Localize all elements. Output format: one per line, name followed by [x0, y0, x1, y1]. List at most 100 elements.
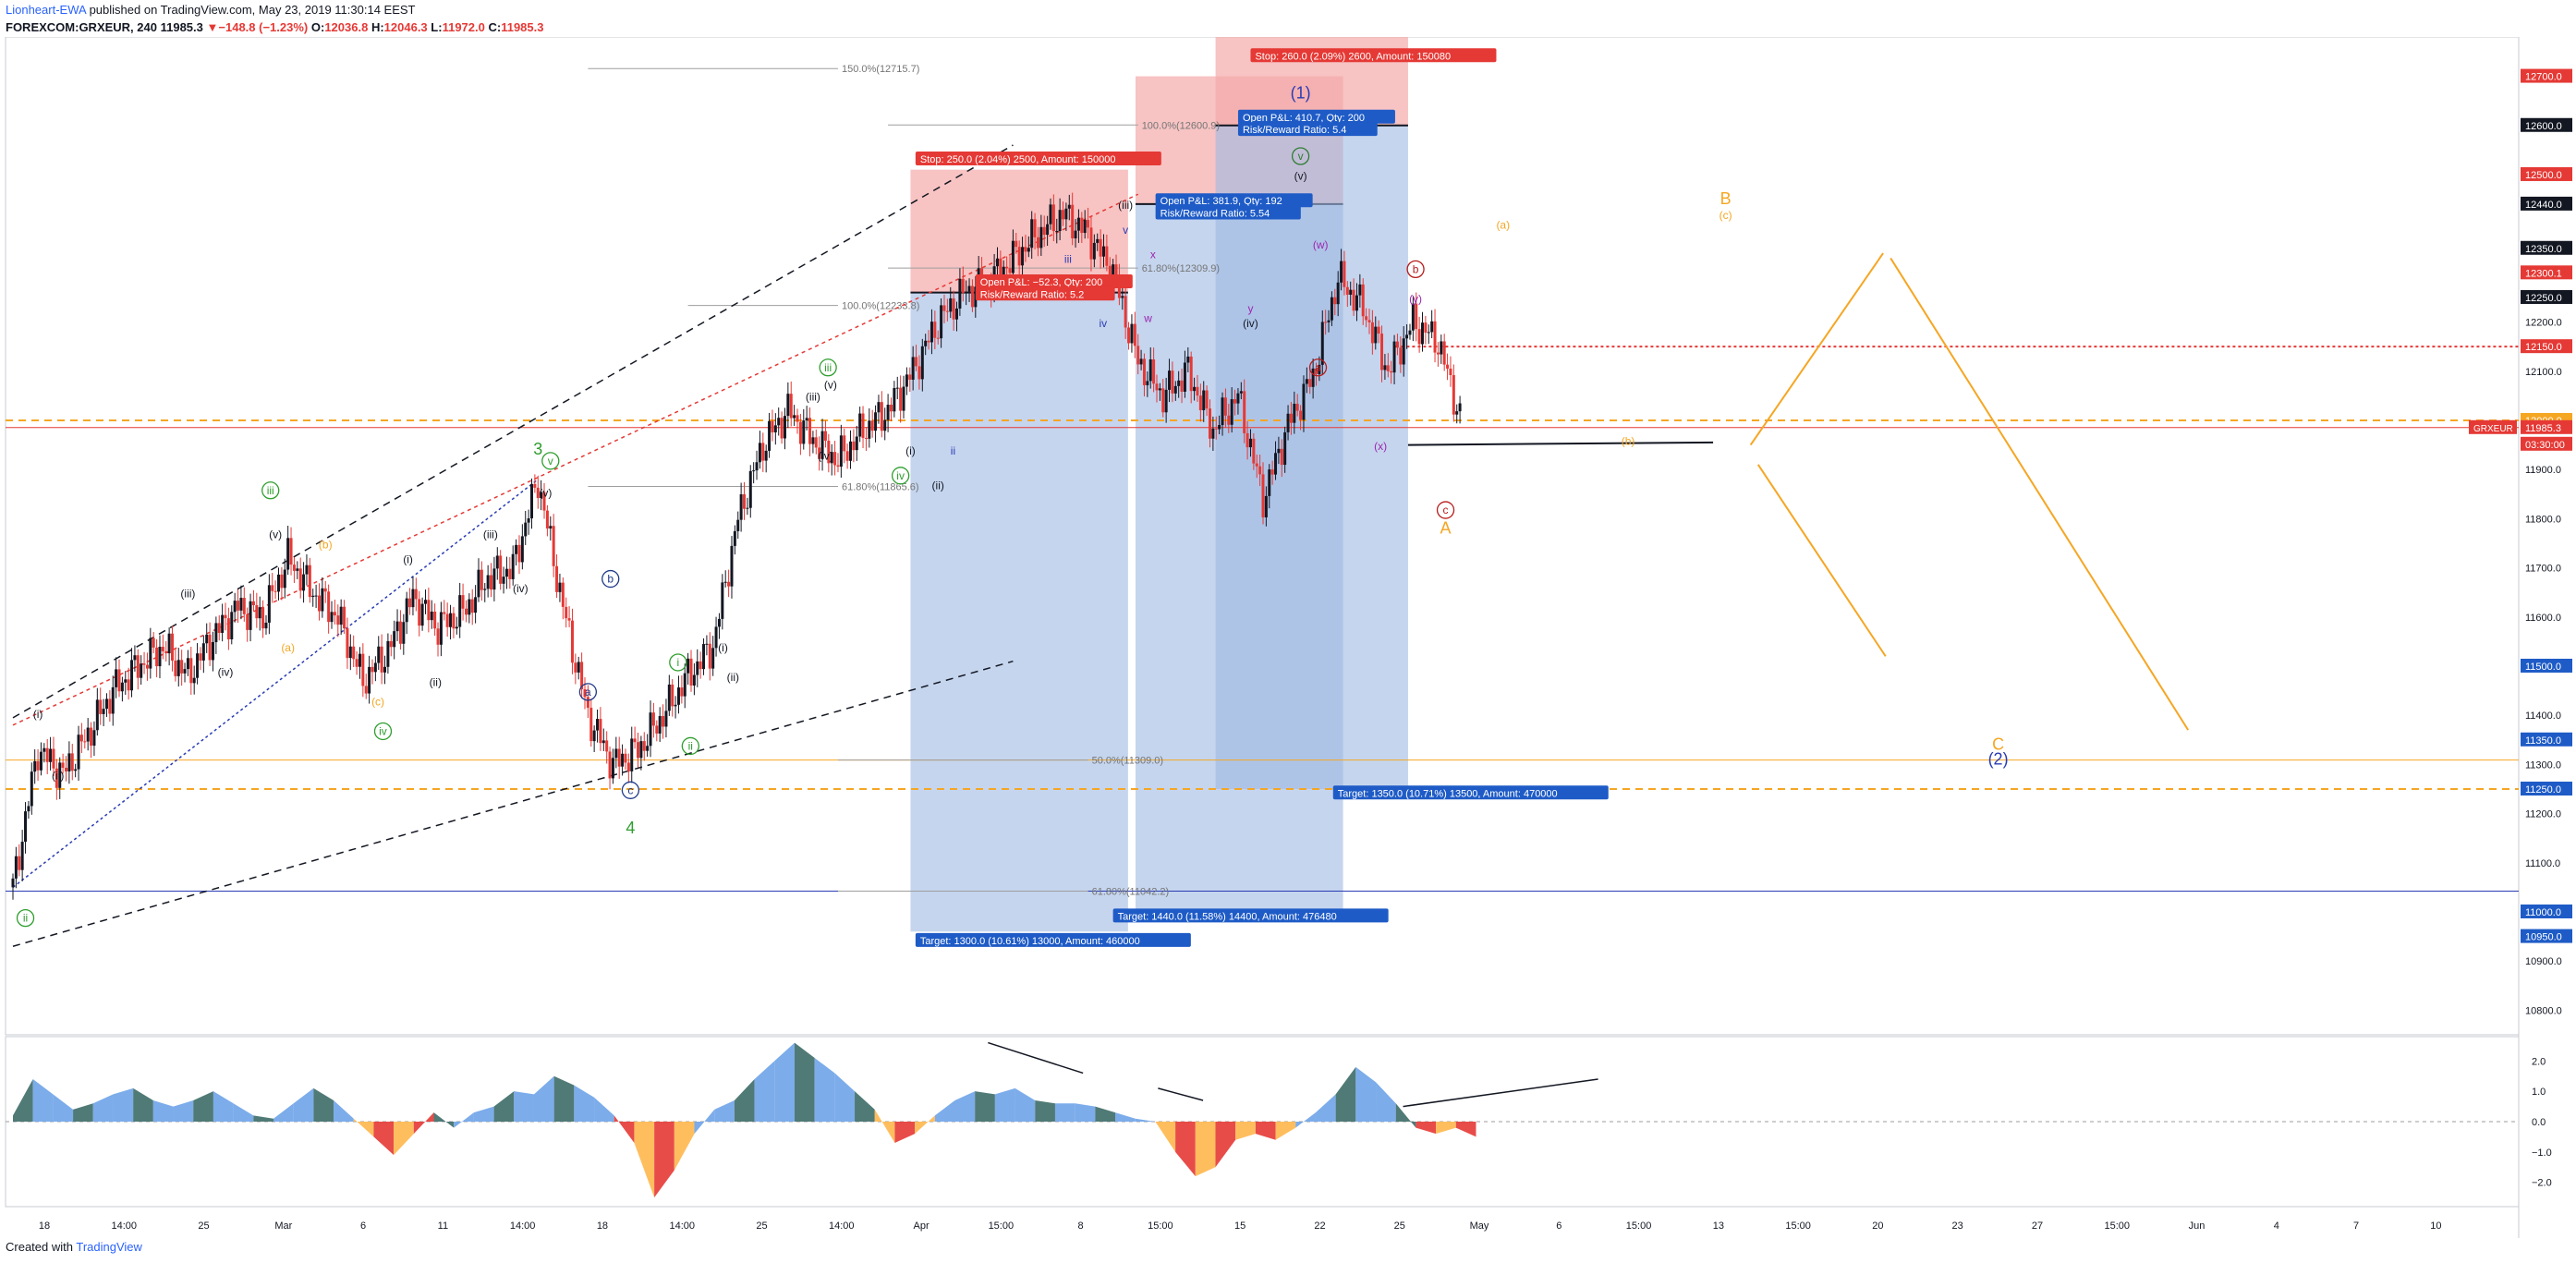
candle-body: [79, 735, 83, 742]
wave-label-52: (a): [1496, 218, 1510, 231]
candle-body: [1127, 327, 1131, 344]
candle-body: [1083, 220, 1087, 234]
oscillator-area: [1135, 1118, 1156, 1122]
candle-body: [752, 470, 756, 472]
price-tag-bg-5: [2521, 265, 2572, 280]
candle-body: [164, 650, 168, 654]
candle-body: [323, 588, 327, 592]
osc-tick-2: 0.0: [2532, 1117, 2546, 1128]
candle-body: [436, 628, 440, 645]
wave-label-27: (v): [824, 378, 837, 391]
candle-body: [221, 614, 225, 633]
wave-label-23: ii: [688, 739, 693, 752]
wave-circle-46: [1308, 358, 1328, 377]
candle-body: [617, 748, 621, 767]
oscillator-area: [413, 1112, 434, 1135]
candle-body: [30, 771, 33, 807]
symbol-tag-bg: [2469, 419, 2517, 434]
candle-body: [662, 716, 665, 727]
wave-label-25: (ii): [727, 671, 739, 684]
price-tick-24: 11000.0: [2525, 907, 2561, 918]
candle-body: [1089, 227, 1093, 260]
oscillator-area: [594, 1097, 614, 1122]
oscillator-area: [1015, 1087, 1036, 1122]
wave-label-18: a: [585, 686, 591, 698]
candle-body: [237, 601, 240, 611]
candle-body: [1196, 386, 1199, 396]
candle-body: [1193, 386, 1197, 392]
publish-header: Lionheart-EWA published on TradingView.c…: [6, 3, 416, 17]
author-link[interactable]: Lionheart-EWA: [6, 3, 86, 17]
candle-body: [689, 658, 693, 686]
candle-body: [1211, 428, 1215, 439]
candle-body: [611, 758, 614, 779]
candle-body: [280, 574, 284, 589]
candle-body: [18, 856, 21, 870]
candle-body: [1124, 296, 1127, 328]
candle-body: [1355, 295, 1358, 311]
price-tick-17: 11400.0: [2525, 710, 2561, 722]
candle-body: [1033, 219, 1037, 237]
candle-body: [796, 415, 799, 422]
wave-label-45: (w): [1313, 238, 1329, 251]
wave-label-48: (y): [1409, 292, 1422, 305]
candle-body: [893, 388, 896, 412]
candle-body: [574, 662, 577, 673]
candle-body: [405, 598, 408, 623]
candle-body: [805, 418, 808, 421]
candle-body: [1386, 365, 1390, 371]
candle-body: [1333, 297, 1337, 305]
candle-body: [773, 425, 777, 432]
candle-body: [111, 686, 115, 714]
candle-body: [849, 441, 853, 461]
oscillator-area: [514, 1091, 534, 1122]
candle-body: [674, 704, 677, 707]
candle-body: [820, 431, 824, 459]
wave-label-35: iv: [1099, 317, 1107, 330]
candle-body: [1161, 388, 1165, 413]
candle-body: [1158, 388, 1161, 391]
candle-body: [1101, 246, 1105, 257]
price-chart[interactable]: 150.0%(12715.7) 100.0%(12600.9) 61.80%(123…: [0, 37, 2576, 1257]
wave-label-47: b: [1413, 262, 1419, 275]
oscillator-area: [754, 1061, 775, 1122]
price-tick-23: 11100.0: [2525, 858, 2560, 869]
candle-body: [339, 606, 343, 625]
candle-body: [230, 612, 234, 639]
oscillator-area: [814, 1058, 835, 1122]
position-box-7: [1250, 48, 1497, 63]
candle-body: [314, 595, 318, 597]
time-tick-10: 14:00: [829, 1220, 855, 1232]
candle-body: [1236, 393, 1240, 404]
wave-label-56: C: [1992, 735, 2004, 753]
candle-body: [155, 647, 159, 667]
price-tick-25: 10950.0: [2525, 932, 2562, 943]
candle-body: [945, 310, 949, 312]
candle-body: [614, 748, 618, 759]
candle-body: [296, 568, 299, 571]
position-box-10: [1332, 785, 1609, 800]
position-text-7: Stop: 260.0 (2.09%) 2600, Amount: 150080: [1255, 51, 1451, 62]
candle-body: [383, 666, 387, 673]
wave-label-21: 4: [626, 819, 635, 837]
time-tick-17: 25: [1394, 1220, 1405, 1232]
candle-body: [1148, 358, 1152, 382]
candle-body: [646, 746, 650, 751]
tradingview-logo-icon[interactable]: TradingView: [76, 1240, 142, 1254]
symbol-name[interactable]: FOREXCOM:GRXEUR, 240: [6, 20, 157, 34]
candle-body: [464, 608, 468, 615]
candle-body: [74, 769, 78, 771]
position-text-9: Risk/Reward Ratio: 5.4: [1243, 125, 1347, 136]
candle-body: [761, 443, 765, 461]
oscillator-area: [855, 1091, 875, 1122]
candle-body: [233, 601, 237, 613]
candle-body: [102, 709, 105, 714]
candle-body: [208, 634, 212, 661]
candle-body: [908, 374, 912, 380]
candle-body: [1352, 289, 1355, 311]
candle-body: [1374, 326, 1378, 344]
time-tick-19: 6: [1556, 1220, 1561, 1232]
price-tag-bg-2: [2521, 166, 2572, 181]
candle-body: [423, 600, 427, 604]
candle-body: [1442, 341, 1446, 365]
